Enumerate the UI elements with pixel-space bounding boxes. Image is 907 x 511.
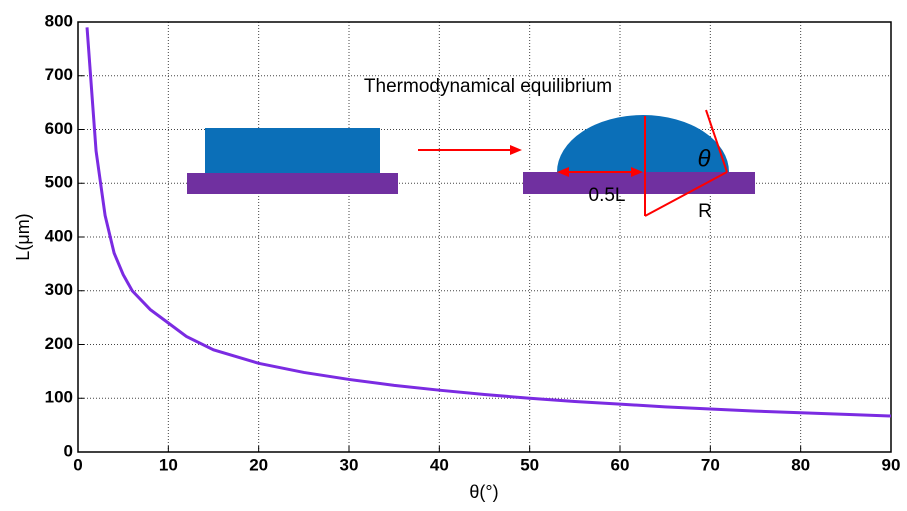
annotation: 0.5L <box>589 185 626 206</box>
x-tick-label: 20 <box>249 455 268 474</box>
annotation: R <box>698 201 712 222</box>
annotation: Thermodynamical equilibrium <box>364 76 612 97</box>
y-tick-label: 200 <box>45 334 73 353</box>
y-tick-label: 500 <box>45 173 73 192</box>
radius-line <box>644 171 728 217</box>
arrow-head <box>510 145 522 155</box>
substrate <box>187 173 398 194</box>
y-axis-label: L(μm) <box>13 213 33 260</box>
annotation: θ <box>697 145 710 172</box>
y-tick-label: 800 <box>45 11 73 30</box>
tangent-line <box>705 109 728 173</box>
x-tick-label: 10 <box>159 455 178 474</box>
droplet <box>557 115 729 172</box>
x-tick-label: 40 <box>430 455 449 474</box>
x-tick-label: 60 <box>611 455 630 474</box>
x-tick-label: 50 <box>520 455 539 474</box>
y-tick-label: 700 <box>45 65 73 84</box>
liquid-block <box>205 128 380 173</box>
x-tick-label: 70 <box>701 455 720 474</box>
x-axis-label: θ(°) <box>469 482 498 502</box>
x-tick-label: 30 <box>340 455 359 474</box>
data-line <box>85 27 892 418</box>
x-tick-label: 90 <box>882 455 901 474</box>
y-tick-label: 300 <box>45 280 73 299</box>
y-tick-label: 400 <box>45 226 73 245</box>
x-tick-label: 80 <box>791 455 810 474</box>
x-tick-label: 0 <box>73 455 82 474</box>
y-tick-label: 100 <box>45 388 73 407</box>
y-tick-label: 600 <box>45 119 73 138</box>
y-tick-label: 0 <box>64 441 73 460</box>
